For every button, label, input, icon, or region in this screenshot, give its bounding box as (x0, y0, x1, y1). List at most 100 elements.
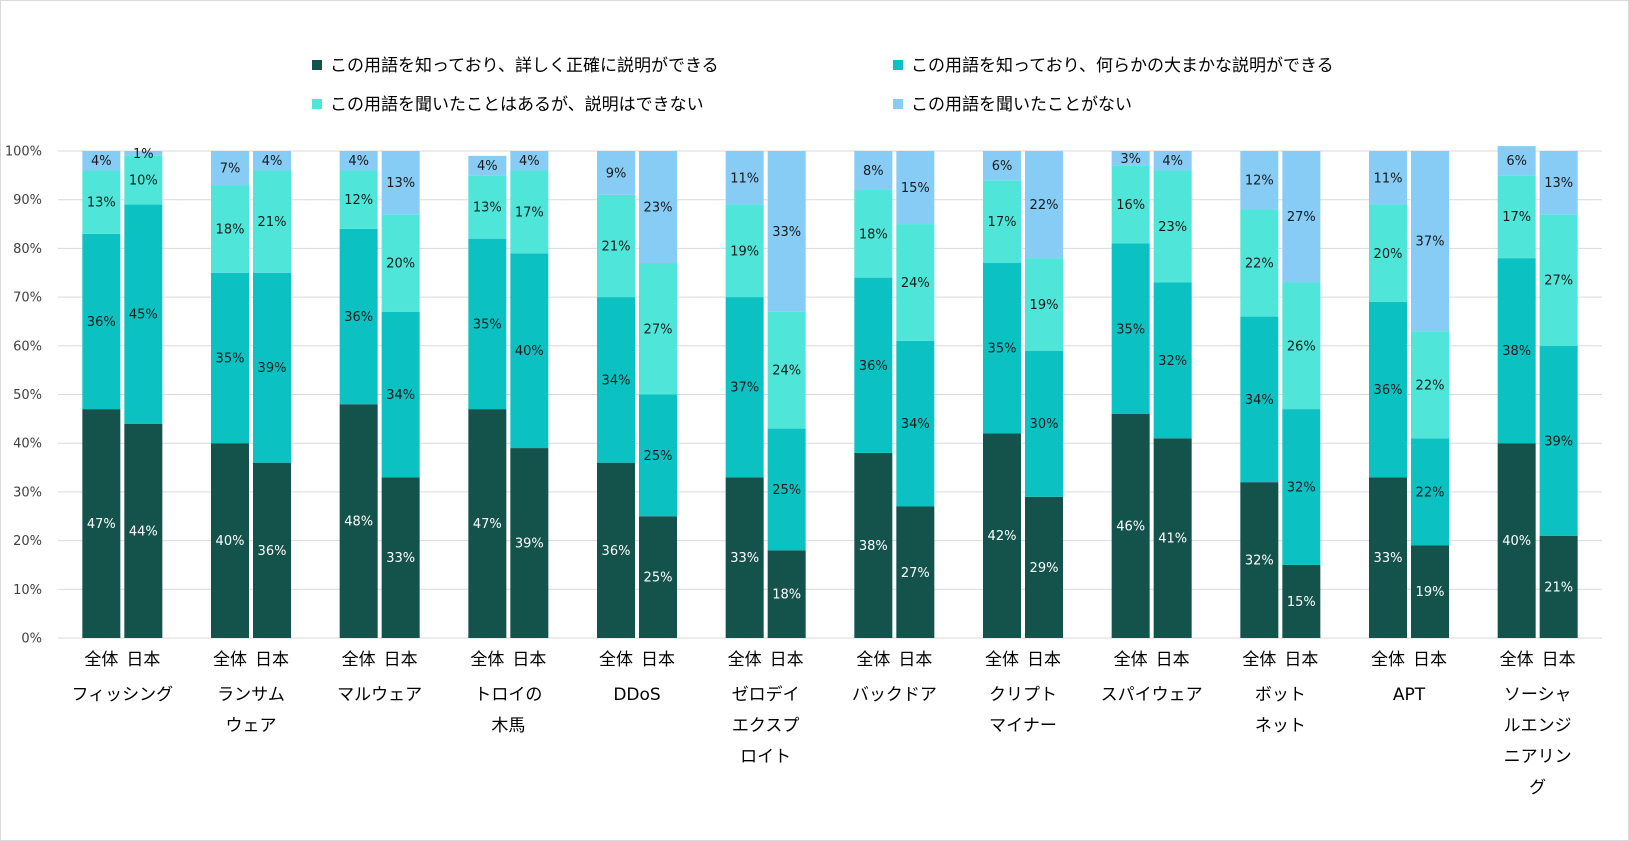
bar-value-label: 21% (602, 239, 631, 254)
y-tick-label: 20% (13, 534, 42, 549)
bar-value-label: 19% (1416, 585, 1445, 600)
bar-value-label: 22% (1416, 485, 1445, 500)
y-tick-label: 70% (13, 291, 42, 306)
y-tick-label: 50% (13, 388, 42, 403)
x-category-label: DDoS (613, 685, 660, 705)
bar-segment (1282, 409, 1321, 565)
bar-segment (1411, 151, 1449, 332)
bar-segment (597, 194, 635, 298)
bar-value-label: 36% (859, 359, 888, 374)
bar-segment (896, 151, 935, 225)
legend: この用語を知っており、詳しく正確に説明ができる この用語を知っており、何らかの大ま… (312, 56, 1334, 115)
x-category-label: トロイの (474, 685, 542, 705)
y-tick-label: 80% (13, 242, 42, 257)
x-subcategory-label: 全体 (1500, 650, 1534, 670)
bar-segment (1369, 301, 1407, 478)
x-subcategory-label: 日本 (1542, 650, 1576, 670)
x-subcategory-label: 日本 (255, 650, 289, 670)
bar-segment (339, 228, 378, 405)
bar-value-label: 32% (1245, 554, 1274, 569)
bar-value-label: 4% (262, 154, 283, 169)
y-tick-label: 100% (5, 145, 42, 160)
bar-value-label: 19% (730, 244, 759, 259)
bar-segment (468, 175, 507, 239)
bar-value-label: 25% (644, 449, 673, 464)
bar-segment (983, 151, 1021, 181)
bar-segment (725, 297, 764, 478)
bar-value-label: 13% (87, 196, 116, 211)
bar-segment (510, 170, 549, 254)
bar-segment (1240, 482, 1279, 638)
bar-segment (1282, 282, 1321, 410)
bar-value-label: 40% (1502, 534, 1531, 549)
bar-segment (1025, 258, 1063, 351)
legend-swatch (312, 60, 322, 70)
x-subcategory-label: 全体 (1242, 650, 1276, 670)
x-subcategory-label: 全体 (1371, 650, 1405, 670)
bar-segment (124, 204, 163, 424)
x-category-label: スパイウェア (1101, 685, 1203, 705)
bar-value-label: 24% (772, 364, 801, 379)
bar-value-label: 38% (859, 539, 888, 554)
bar-value-label: 24% (901, 276, 930, 291)
bar-value-label: 20% (386, 257, 415, 272)
bar-segment (211, 272, 249, 444)
x-subcategory-label: 日本 (512, 650, 546, 670)
bar-value-label: 23% (1158, 220, 1187, 235)
bar-segment (510, 448, 549, 638)
bar-value-label: 32% (1287, 481, 1316, 496)
bar-value-label: 46% (1116, 519, 1145, 534)
bar-segment (253, 170, 291, 273)
x-category-label: ネット (1255, 716, 1306, 736)
bar-segment (597, 462, 635, 638)
bar-value-label: 22% (1245, 257, 1274, 272)
bar-segment (1497, 258, 1536, 444)
bar-value-label: 48% (344, 515, 373, 530)
bar-segment (1025, 350, 1063, 497)
y-tick-label: 40% (13, 437, 42, 452)
bar-segment (211, 443, 249, 638)
bar-value-label: 41% (1158, 532, 1187, 547)
bar-segment (381, 214, 420, 312)
bar-value-label: 10% (129, 174, 158, 189)
bar-value-label: 39% (1544, 434, 1573, 449)
bar-value-label: 13% (386, 176, 415, 191)
bar-value-label: 35% (988, 342, 1017, 357)
bar-value-label: 32% (1158, 354, 1187, 369)
bar-segment (510, 151, 549, 171)
x-category-label: フィッシング (71, 685, 173, 705)
bar-segment (854, 151, 893, 190)
bar-value-label: 6% (992, 159, 1013, 174)
y-tick-label: 60% (13, 339, 42, 354)
legend-label: この用語を聞いたことがない (911, 95, 1132, 115)
bar-segment (1539, 214, 1578, 346)
bar-segment (1411, 545, 1449, 638)
bar-value-label: 17% (1502, 210, 1531, 225)
bar-value-label: 17% (515, 205, 544, 220)
x-subcategory-label: 日本 (641, 650, 675, 670)
x-subcategory-label: 日本 (898, 650, 932, 670)
bar-value-label: 15% (901, 181, 930, 196)
bar-value-label: 8% (863, 164, 884, 179)
legend-label: この用語を聞いたことはあるが、説明はできない (330, 95, 704, 115)
bar-segment (639, 263, 677, 395)
x-subcategory-label: 日本 (126, 650, 160, 670)
x-category-label: グ (1529, 778, 1546, 798)
legend-item: この用語を聞いたことがない (893, 95, 1132, 115)
bar-value-label: 39% (515, 537, 544, 552)
bar-segment (124, 423, 163, 638)
bar-value-label: 22% (1030, 198, 1059, 213)
bar-value-label: 4% (477, 159, 498, 174)
bar-value-label: 29% (1030, 561, 1059, 576)
bar-segment (1369, 204, 1407, 302)
bar-value-label: 23% (644, 201, 673, 216)
bar-segment (854, 189, 893, 278)
bar-segment (1153, 282, 1192, 439)
bar-segment (983, 180, 1021, 264)
legend-item: この用語を知っており、詳しく正確に説明ができる (312, 56, 719, 76)
x-category-label: マイナー (989, 716, 1057, 736)
bar-value-label: 42% (988, 529, 1017, 544)
bar-value-label: 36% (344, 310, 373, 325)
bar-value-label: 33% (730, 551, 759, 566)
bar-segment (983, 263, 1021, 434)
